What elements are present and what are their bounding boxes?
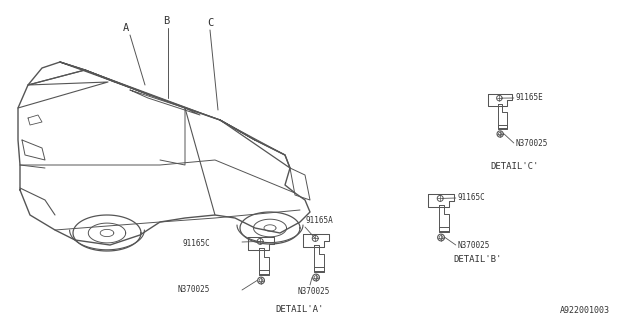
Text: A922001003: A922001003 [560, 306, 610, 315]
Text: N370025: N370025 [297, 286, 330, 295]
Text: DETAIL'C': DETAIL'C' [490, 162, 538, 171]
Text: 91165C: 91165C [182, 239, 210, 249]
Text: N370025: N370025 [178, 285, 210, 294]
Text: 91165E: 91165E [516, 93, 543, 102]
Text: C: C [207, 18, 213, 28]
Text: N370025: N370025 [458, 241, 490, 250]
Text: DETAIL'B': DETAIL'B' [453, 255, 501, 264]
Text: 91165C: 91165C [458, 194, 486, 203]
Text: 91165A: 91165A [305, 216, 333, 225]
Text: DETAIL'A': DETAIL'A' [276, 305, 324, 314]
Text: B: B [163, 16, 169, 26]
Text: A: A [123, 23, 129, 33]
Text: N370025: N370025 [516, 139, 548, 148]
